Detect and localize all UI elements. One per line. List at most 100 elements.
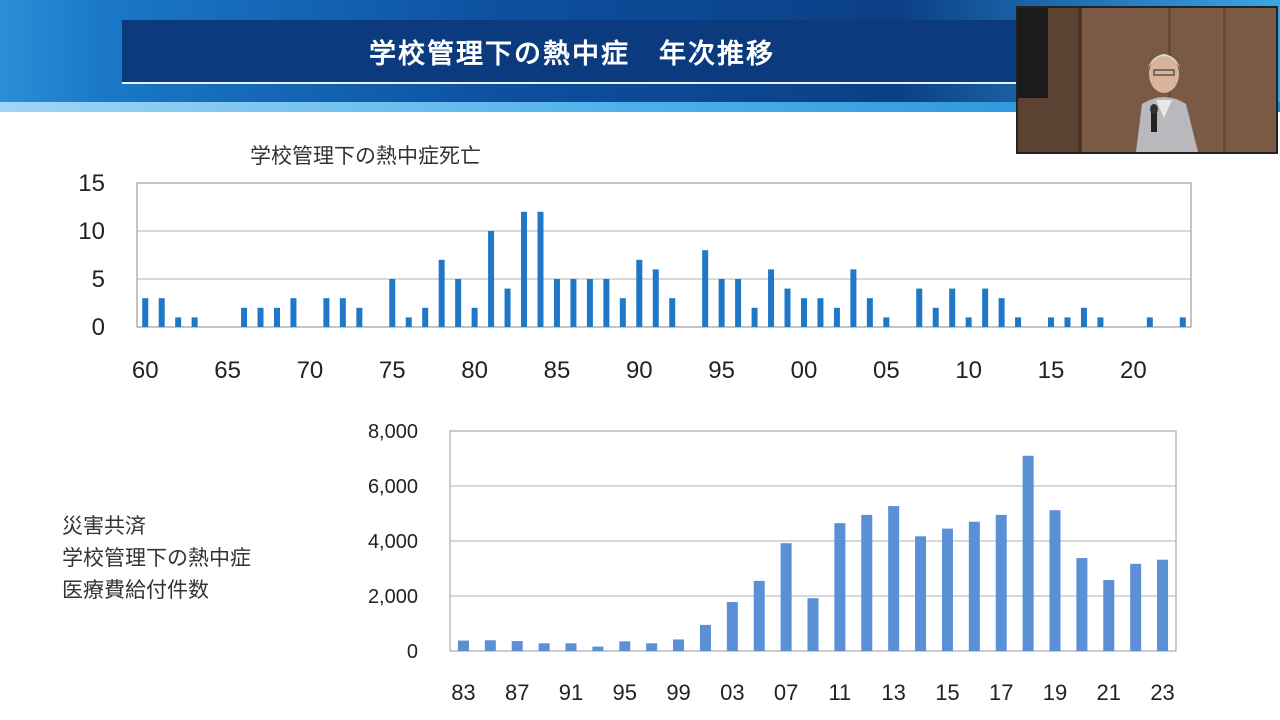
bar [669, 298, 676, 327]
bar [726, 602, 738, 651]
bar [158, 298, 165, 327]
bar [834, 523, 846, 651]
bar [982, 288, 989, 327]
bar [1015, 317, 1022, 327]
bar [916, 288, 923, 327]
bar [592, 646, 604, 651]
bar [603, 279, 610, 327]
bar [553, 279, 560, 327]
bar [636, 259, 643, 327]
bar [565, 643, 577, 651]
bar [646, 643, 658, 651]
bar [511, 641, 523, 651]
x-tick-label: 21 [1097, 680, 1121, 705]
bar [1130, 563, 1142, 651]
bar [995, 514, 1007, 651]
bar [768, 269, 775, 327]
y-tick-label: 8,000 [368, 421, 418, 443]
y-tick-label: 2,000 [368, 586, 418, 608]
x-tick-label: 23 [1150, 680, 1174, 705]
bar [861, 514, 873, 651]
y-tick-label: 0 [92, 314, 105, 341]
bar [1048, 317, 1055, 327]
x-tick-label: 11 [828, 680, 851, 705]
bar [586, 279, 593, 327]
bar [850, 269, 857, 327]
bar [1097, 317, 1104, 327]
bar [833, 307, 840, 327]
bar [488, 231, 495, 327]
bar [422, 307, 429, 327]
x-tick-label: 80 [461, 357, 488, 384]
chart2-label-line1: 災害共済 [62, 514, 146, 538]
x-tick-label: 83 [451, 680, 475, 705]
slide-title: 学校管理下の熱中症 年次推移 [369, 39, 775, 70]
bar [866, 298, 873, 327]
bar [817, 298, 824, 327]
bar [941, 528, 953, 651]
plot-area [136, 182, 1192, 328]
bar [455, 279, 462, 327]
x-tick-label: 07 [774, 680, 798, 705]
x-tick-label: 65 [214, 357, 241, 384]
bar [949, 288, 956, 327]
bar [1080, 307, 1087, 327]
x-tick-label: 20 [1120, 357, 1147, 384]
bar [751, 307, 758, 327]
x-tick-label: 05 [873, 357, 900, 384]
x-tick-label: 91 [559, 680, 583, 705]
bar [1146, 317, 1153, 327]
bar [471, 307, 478, 327]
bar [888, 506, 900, 651]
x-tick-label: 70 [297, 357, 324, 384]
bar [339, 298, 346, 327]
bar [142, 298, 149, 327]
bar [570, 279, 577, 327]
bar [457, 640, 469, 651]
bar [1179, 317, 1186, 327]
x-tick-label: 10 [955, 357, 982, 384]
bar [807, 598, 819, 651]
bar [968, 521, 980, 651]
bar [718, 279, 725, 327]
chart2-label: 災害共済 学校管理下の熱中症 医療費給付件数 [62, 510, 251, 606]
bar [356, 307, 363, 327]
bar [1049, 510, 1061, 651]
bar [652, 269, 659, 327]
bar [780, 543, 792, 651]
bar [1064, 317, 1071, 327]
bar [504, 288, 511, 327]
x-tick-label: 15 [935, 680, 959, 705]
bar [699, 624, 711, 651]
x-tick-label: 60 [132, 357, 159, 384]
bar [753, 580, 765, 651]
y-tick-label: 10 [78, 218, 105, 245]
presenter-image [1018, 8, 1276, 152]
x-tick-label: 85 [544, 357, 571, 384]
bar [521, 211, 528, 327]
bar [673, 639, 685, 651]
x-tick-label: 15 [1038, 357, 1065, 384]
x-tick-label: 00 [791, 357, 818, 384]
bar [1076, 558, 1088, 651]
x-tick-label: 87 [505, 680, 529, 705]
y-tick-label: 15 [78, 170, 105, 197]
bar [619, 641, 631, 651]
bar [241, 307, 248, 327]
bar [175, 317, 182, 327]
x-tick-label: 95 [708, 357, 735, 384]
bar [438, 259, 445, 327]
bar [405, 317, 412, 327]
x-tick-label: 95 [613, 680, 637, 705]
chart2-label-line2: 学校管理下の熱中症 [62, 546, 251, 570]
x-tick-label: 17 [989, 680, 1013, 705]
title-bar: 学校管理下の熱中症 年次推移 [122, 20, 1022, 84]
y-tick-label: 4,000 [368, 531, 418, 553]
chart2-label-line3: 医療費給付件数 [62, 578, 209, 602]
x-tick-label: 75 [379, 357, 406, 384]
bar [702, 250, 709, 327]
y-tick-label: 0 [407, 641, 418, 663]
bar [537, 211, 544, 327]
bar [538, 643, 550, 651]
